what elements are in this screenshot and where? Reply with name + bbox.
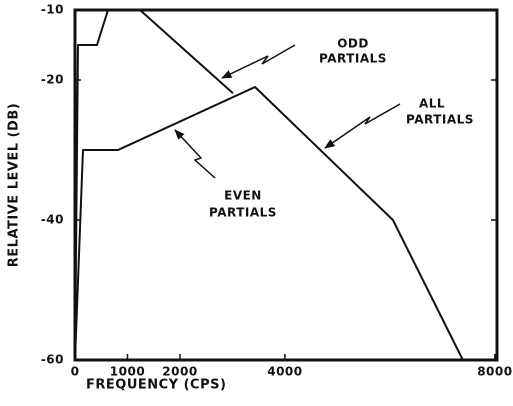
y-tick-label: -40 [41, 213, 64, 227]
even-arrow [174, 129, 216, 179]
x-tick-label: 4000 [267, 365, 302, 379]
x-axis-label: FREQUENCY (CPS) [86, 378, 226, 393]
annotation: PARTIALS [209, 206, 277, 220]
y-tick-label: -20 [41, 73, 64, 87]
x-tick-label: 8000 [477, 365, 512, 379]
annotation: ALL [419, 97, 445, 111]
y-axis-label: RELATIVE LEVEL (DB) [7, 103, 22, 267]
odd-arrow [221, 44, 296, 79]
y-tick-label: -60 [41, 353, 64, 367]
series-line [74, 86, 464, 361]
x-tick-label: 0 [71, 365, 80, 379]
annotation: PARTIALS [406, 113, 474, 127]
annotation: ODD [337, 37, 369, 51]
x-tick-label: 1000 [110, 365, 145, 379]
x-tick-label: 2000 [162, 365, 197, 379]
plot-frame [73, 8, 499, 362]
series-line [74, 9, 234, 361]
all-arrow [324, 103, 401, 149]
annotation: EVEN [224, 189, 262, 203]
annotation: PARTIALS [319, 52, 387, 66]
y-tick-label: -10 [41, 3, 64, 17]
